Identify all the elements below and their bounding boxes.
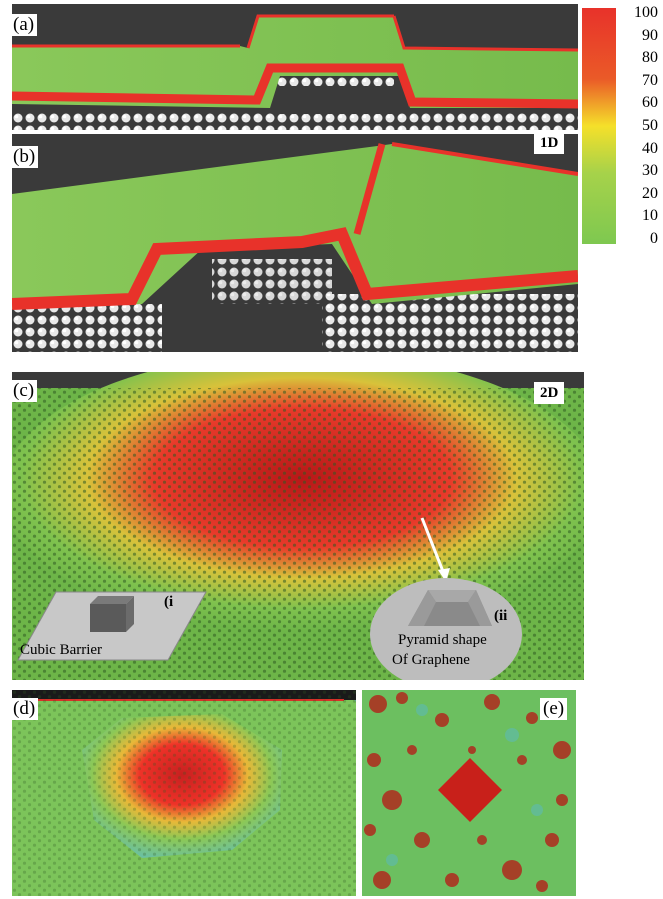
- panel-e-label: (e): [540, 698, 568, 720]
- inset-ii-caption-line1: Pyramid shape: [398, 632, 487, 648]
- panel-b-tag: 1D: [534, 132, 565, 154]
- panel-e: [362, 690, 576, 896]
- colorbar-tick-label: 60: [642, 94, 658, 112]
- panel-b: [12, 134, 578, 352]
- panel-b-label: (b): [10, 146, 39, 168]
- colorbar-tick-label: 50: [642, 117, 658, 134]
- colorbar-tick-label: 10: [642, 207, 658, 225]
- inset-cubic-barrier: [17, 591, 207, 661]
- panel-d: [12, 690, 356, 896]
- colorbar-tick-label: 20: [642, 184, 658, 202]
- colorbar-tick-label: 100: [634, 4, 658, 21]
- panel-e-figure: [362, 690, 576, 896]
- colorbar-tick-label: 30: [642, 162, 658, 180]
- colorbar-gradient: [582, 8, 616, 244]
- colorbar-tick-label: 90: [642, 26, 658, 44]
- panel-a: [12, 4, 578, 130]
- colorbar-tick-label: 0: [650, 230, 658, 247]
- panel-c-label: (c): [10, 380, 38, 402]
- inset-i-caption: Cubic Barrier: [20, 642, 103, 658]
- panel-b-figure: [12, 134, 578, 352]
- inset-ii-caption-line2: Of Graphene: [392, 652, 470, 668]
- inset-i-marker: (i: [164, 594, 174, 610]
- inset-pyramid-graphene: [370, 578, 522, 680]
- colorbar-tick-label: 70: [642, 71, 658, 89]
- colorbar-tick-label: 40: [642, 139, 658, 157]
- colorbar-tick-label: 80: [642, 49, 658, 67]
- inset-ii-marker: (ii: [494, 608, 508, 624]
- arrow-pointer: [420, 517, 450, 582]
- panel-d-figure: [12, 690, 356, 896]
- panel-c-tag: 2D: [534, 382, 565, 404]
- panel-a-figure: [12, 4, 578, 130]
- panel-d-label: (d): [10, 698, 39, 720]
- panel-a-label: (a): [10, 14, 38, 36]
- colorbar: [582, 8, 616, 244]
